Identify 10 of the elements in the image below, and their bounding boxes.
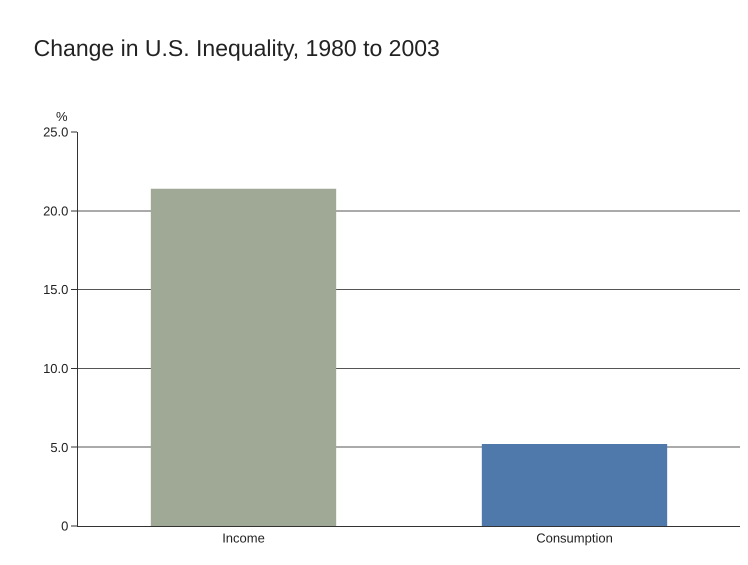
chart-title: Change in U.S. Inequality, 1980 to 2003 bbox=[34, 35, 440, 62]
y-tick-label: 0 bbox=[61, 518, 68, 534]
y-tick-label: 15.0 bbox=[43, 282, 68, 298]
y-tick-label: 10.0 bbox=[43, 360, 68, 376]
x-tick-label: Income bbox=[222, 530, 265, 546]
y-axis-title: % bbox=[56, 109, 68, 124]
y-tick-label: 20.0 bbox=[43, 203, 68, 218]
y-tick-label: 25.0 bbox=[43, 124, 68, 140]
y-tick-label: 5.0 bbox=[50, 440, 68, 455]
x-tick-label: Consumption bbox=[536, 530, 613, 546]
